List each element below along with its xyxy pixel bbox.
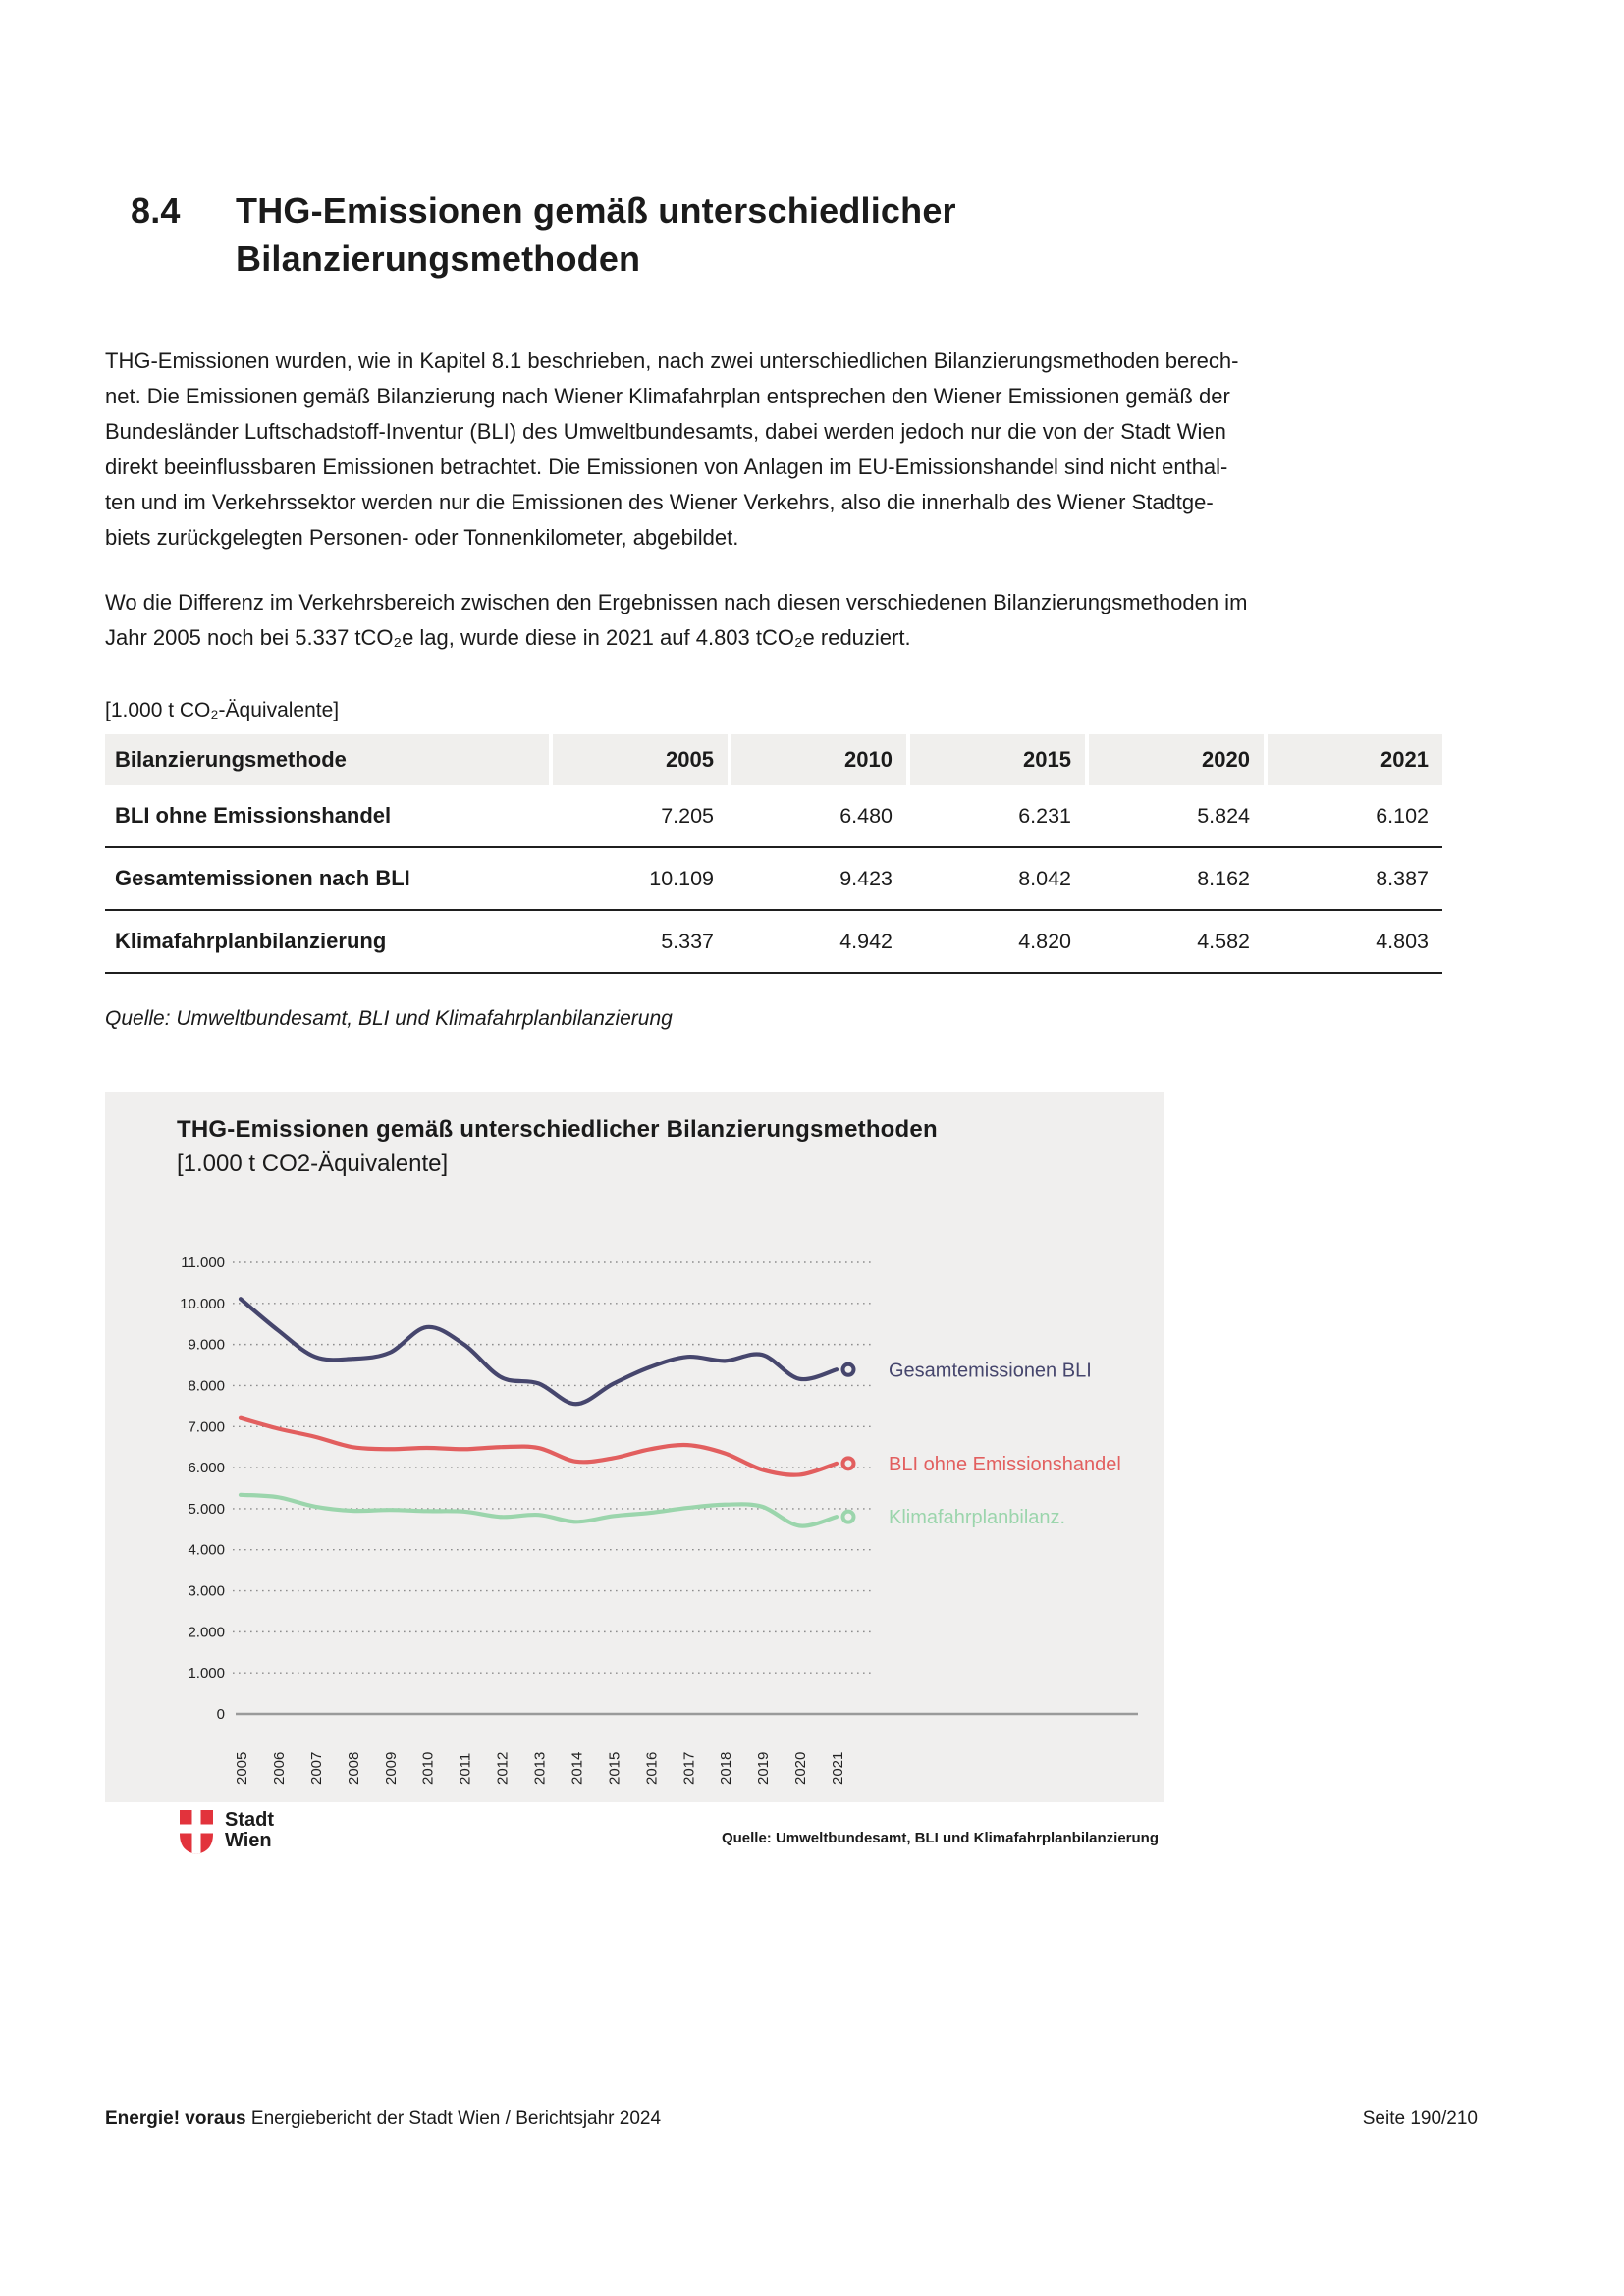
legend-label: Gesamtemissionen BLI: [889, 1360, 1092, 1381]
page-footer: Energie! voraus Energiebericht der Stadt…: [105, 2109, 1478, 2130]
column-header: Bilanzierungsmethode: [105, 734, 549, 785]
table-header-row: Bilanzierungsmethode 2005 2010 2015 2020…: [105, 734, 1442, 785]
column-header: 2010: [728, 734, 906, 785]
y-tick-label: 6.000: [188, 1460, 225, 1476]
y-tick-label: 9.000: [188, 1337, 225, 1354]
x-tick-label: 2010: [420, 1752, 437, 1785]
series-line: [238, 1415, 839, 1477]
series-line: [238, 1492, 839, 1528]
cell: 8.387: [1264, 848, 1442, 911]
row-label: Klimafahrplanbilanzierung: [105, 911, 549, 974]
cell: 8.162: [1085, 848, 1264, 911]
cell: 4.582: [1085, 911, 1264, 974]
table-caption: [1.000 t CO₂-Äquivalente]: [105, 699, 340, 721]
x-tick-label: 2011: [458, 1753, 474, 1785]
cell: 6.480: [728, 785, 906, 848]
row-label: Gesamtemissionen nach BLI: [105, 848, 549, 911]
cell: 4.942: [728, 911, 906, 974]
body-paragraph-2: Wo die Differenz im Verkehrsbereich zwis…: [105, 590, 1248, 650]
cell: 4.803: [1264, 911, 1442, 974]
emissions-table: Bilanzierungsmethode 2005 2010 2015 2020…: [105, 734, 1442, 974]
chart-source: Quelle: Umweltbundesamt, BLI und Klimafa…: [721, 1830, 1159, 1846]
x-tick-label: 2005: [234, 1752, 250, 1785]
x-tick-label: 2018: [718, 1752, 734, 1785]
cell: 6.102: [1264, 785, 1442, 848]
x-tick-label: 2013: [532, 1752, 549, 1785]
cell: 4.820: [906, 911, 1085, 974]
section-title: THG-Emissionen gemäß unterschiedlicher B…: [236, 190, 956, 279]
wien-shield-icon: [180, 1810, 213, 1854]
x-tick-label: 2021: [830, 1752, 846, 1785]
x-tick-label: 2012: [495, 1752, 512, 1785]
x-tick-label: 2020: [792, 1752, 809, 1785]
table-row: Gesamtemissionen nach BLI 10.109 9.423 8…: [105, 848, 1442, 911]
row-label: BLI ohne Emissionshandel: [105, 785, 549, 848]
x-tick-label: 2009: [383, 1752, 400, 1785]
section-heading: 8.4 THG-Emissionen gemäß unterschiedlich…: [105, 187, 1624, 283]
section-number: 8.4: [131, 190, 181, 231]
cell: 9.423: [728, 848, 906, 911]
column-header: 2021: [1264, 734, 1442, 785]
chart-footer: Stadt Wien Quelle: Umweltbundesamt, BLI …: [105, 1806, 1164, 1855]
legend-label: BLI ohne Emissionshandel: [889, 1454, 1121, 1475]
table-row: BLI ohne Emissionshandel 7.205 6.480 6.2…: [105, 785, 1442, 848]
cell: 5.337: [549, 911, 728, 974]
y-tick-label: 4.000: [188, 1542, 225, 1559]
logo-line-1: Stadt: [225, 1809, 274, 1831]
chart-subtitle: [1.000 t CO2-Äquivalente]: [177, 1150, 449, 1177]
x-tick-label: 2019: [755, 1752, 772, 1785]
y-tick-label: 10.000: [180, 1296, 225, 1312]
series-end-marker: [840, 1456, 856, 1471]
y-tick-label: 0: [217, 1706, 225, 1723]
x-tick-label: 2014: [568, 1752, 585, 1785]
y-tick-label: 7.000: [188, 1418, 225, 1435]
footer-left: Energie! voraus Energiebericht der Stadt…: [105, 2109, 661, 2130]
series-end-marker: [840, 1509, 856, 1524]
x-tick-label: 2016: [643, 1752, 660, 1785]
series-line: [238, 1297, 839, 1407]
cell: 6.231: [906, 785, 1085, 848]
y-tick-label: 5.000: [188, 1501, 225, 1518]
x-tick-label: 2006: [271, 1752, 288, 1785]
legend-label: Klimafahrplanbilanz.: [889, 1507, 1065, 1528]
column-header: 2005: [549, 734, 728, 785]
chart-title: THG-Emissionen gemäß unterschiedlicher B…: [177, 1116, 938, 1143]
series-end-marker: [840, 1362, 856, 1377]
table-source: Quelle: Umweltbundesamt, BLI und Klimafa…: [105, 1007, 673, 1030]
y-tick-label: 3.000: [188, 1583, 225, 1600]
chart-panel: 0 1.000 2.000 3.000 4.000 5.000 6.000 7.000 8.00…: [105, 1092, 1164, 1802]
y-tick-label: 11.000: [181, 1255, 225, 1271]
cell: 7.205: [549, 785, 728, 848]
logo-text: Stadt Wien: [225, 1810, 274, 1855]
x-tick-label: 2007: [308, 1752, 325, 1785]
column-header: 2015: [906, 734, 1085, 785]
column-header: 2020: [1085, 734, 1264, 785]
logo-line-2: Wien: [225, 1830, 272, 1851]
footer-brand: Energie! voraus: [105, 2109, 246, 2129]
x-tick-label: 2015: [606, 1752, 623, 1785]
y-tick-label: 2.000: [188, 1624, 225, 1640]
x-tick-label: 2017: [680, 1752, 697, 1785]
cell: 10.109: [549, 848, 728, 911]
stadt-wien-logo: Stadt Wien: [177, 1808, 274, 1855]
footer-page-number: Seite 190/210: [1362, 2109, 1478, 2129]
y-tick-label: 1.000: [188, 1665, 225, 1682]
table-row: Klimafahrplanbilanzierung 5.337 4.942 4.…: [105, 911, 1442, 974]
emissions-chart: 0 1.000 2.000 3.000 4.000 5.000 6.000 7.000 8.00…: [180, 1255, 1138, 1785]
x-tick-label: 2008: [346, 1752, 362, 1785]
cell: 5.824: [1085, 785, 1264, 848]
cell: 8.042: [906, 848, 1085, 911]
y-tick-label: 8.000: [188, 1377, 225, 1394]
body-paragraph-1: THG-Emissionen wurden, wie in Kapitel 8.…: [105, 348, 1239, 550]
footer-title: Energiebericht der Stadt Wien / Berichts…: [250, 2109, 662, 2129]
